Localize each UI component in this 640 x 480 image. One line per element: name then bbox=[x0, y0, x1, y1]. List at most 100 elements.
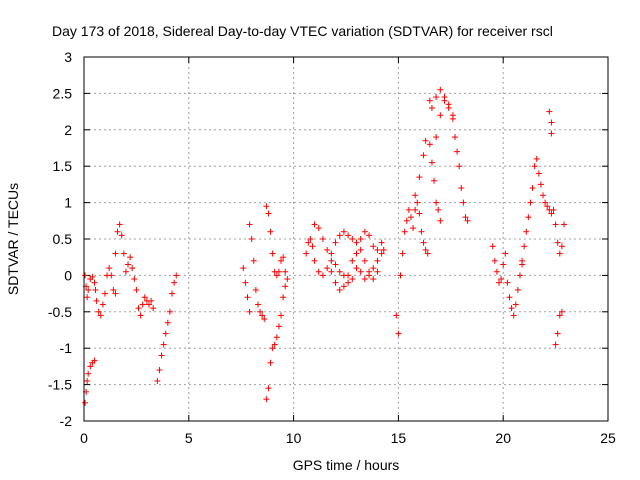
data-point bbox=[431, 177, 438, 184]
y-tick-label: 2 bbox=[64, 122, 72, 138]
data-point bbox=[445, 101, 452, 108]
data-point bbox=[273, 334, 280, 341]
data-point bbox=[424, 250, 431, 257]
data-point bbox=[437, 86, 444, 93]
data-point bbox=[366, 268, 373, 275]
y-tick-label: -0.5 bbox=[48, 304, 72, 320]
data-point bbox=[361, 257, 368, 264]
data-point bbox=[319, 236, 326, 242]
data-point bbox=[558, 243, 565, 250]
data-point bbox=[395, 330, 402, 337]
x-tick-label: 10 bbox=[286, 430, 302, 446]
data-point bbox=[275, 323, 282, 330]
data-point bbox=[414, 199, 421, 206]
data-point bbox=[328, 268, 335, 275]
x-axis-label: GPS time / hours bbox=[293, 457, 400, 473]
data-point bbox=[548, 119, 555, 126]
data-point bbox=[441, 97, 448, 104]
y-tick-labels: -2 -1.5 -1 -0.5 0 0.5 1 1.5 2 2.5 3 bbox=[48, 49, 72, 429]
data-point bbox=[265, 385, 272, 392]
data-point bbox=[273, 272, 280, 279]
y-tick-label: 3 bbox=[64, 49, 72, 65]
data-point bbox=[399, 250, 406, 257]
data-point bbox=[93, 297, 100, 304]
data-point bbox=[345, 272, 352, 279]
data-point bbox=[361, 276, 368, 283]
data-point bbox=[252, 286, 259, 293]
data-point bbox=[265, 210, 272, 217]
data-point bbox=[560, 221, 567, 228]
data-point bbox=[278, 257, 285, 264]
data-point bbox=[131, 276, 138, 283]
chart-title: Day 173 of 2018, Sidereal Day-to-day VTE… bbox=[52, 23, 553, 39]
data-point bbox=[122, 268, 129, 275]
data-point bbox=[460, 199, 467, 206]
y-tick-label: -1 bbox=[60, 340, 73, 356]
data-point bbox=[428, 104, 435, 111]
data-point bbox=[451, 134, 458, 141]
data-point bbox=[426, 97, 433, 104]
y-tick-label: 2.5 bbox=[53, 85, 73, 101]
data-point bbox=[552, 221, 559, 228]
data-point bbox=[454, 148, 461, 155]
data-point bbox=[357, 246, 364, 253]
plot-frame bbox=[83, 56, 609, 422]
data-point bbox=[158, 352, 165, 359]
data-point bbox=[89, 273, 96, 280]
data-point bbox=[87, 363, 94, 370]
data-point bbox=[340, 283, 347, 290]
data-point bbox=[426, 141, 433, 148]
data-point bbox=[108, 272, 115, 279]
data-point bbox=[491, 257, 498, 264]
data-point bbox=[554, 330, 561, 337]
data-point bbox=[162, 330, 169, 337]
data-point bbox=[305, 239, 312, 246]
data-point bbox=[416, 210, 423, 217]
data-point bbox=[82, 272, 89, 279]
data-point bbox=[116, 221, 123, 228]
data-point bbox=[540, 192, 547, 199]
data-point bbox=[110, 286, 117, 293]
data-point bbox=[148, 297, 155, 304]
data-point bbox=[92, 286, 99, 293]
data-point bbox=[171, 279, 178, 286]
data-point bbox=[114, 228, 121, 235]
data-point bbox=[315, 225, 322, 232]
data-point bbox=[531, 163, 538, 170]
data-point bbox=[82, 399, 89, 406]
data-point bbox=[85, 286, 92, 293]
data-point bbox=[112, 290, 119, 297]
data-point bbox=[139, 301, 146, 308]
data-point bbox=[437, 217, 444, 224]
data-point bbox=[523, 228, 530, 235]
x-tick-label: 0 bbox=[80, 430, 88, 446]
data-point bbox=[269, 345, 276, 352]
data-point bbox=[267, 228, 274, 235]
data-point bbox=[496, 279, 503, 286]
data-point bbox=[254, 301, 261, 308]
data-point bbox=[133, 286, 140, 293]
data-point bbox=[154, 377, 161, 384]
data-point bbox=[435, 206, 442, 213]
data-point bbox=[370, 265, 377, 272]
data-point bbox=[378, 239, 385, 246]
x-tick-label: 5 bbox=[185, 430, 193, 446]
data-point bbox=[544, 203, 551, 210]
data-point bbox=[164, 319, 171, 326]
data-point bbox=[336, 268, 343, 275]
data-point bbox=[422, 137, 429, 144]
data-point bbox=[99, 301, 106, 308]
data-point bbox=[380, 246, 387, 253]
data-point bbox=[410, 225, 417, 232]
data-point bbox=[525, 214, 532, 221]
data-point bbox=[101, 290, 108, 297]
data-point bbox=[150, 305, 157, 312]
data-point bbox=[349, 236, 356, 242]
data-point bbox=[280, 294, 287, 301]
data-point bbox=[529, 185, 536, 192]
data-point bbox=[127, 254, 134, 261]
data-point bbox=[112, 250, 119, 257]
data-point bbox=[332, 279, 339, 286]
data-point bbox=[527, 199, 534, 206]
